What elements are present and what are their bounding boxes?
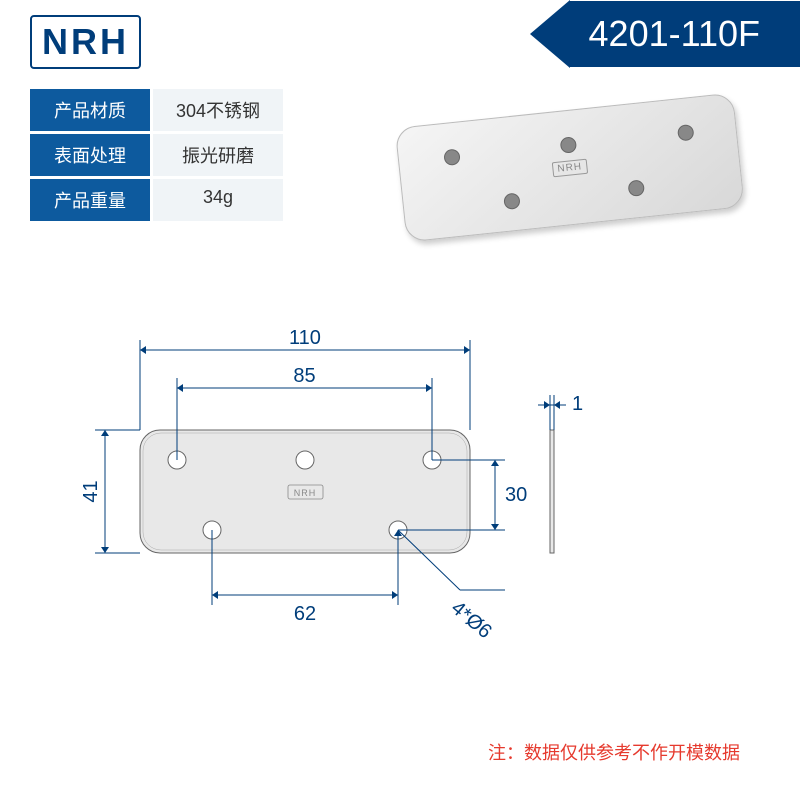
model-number-banner: 4201-110F <box>530 0 800 68</box>
logo-text: NRH <box>42 21 129 62</box>
spec-label: 产品重量 <box>30 179 150 221</box>
spec-value: 304不锈钢 <box>153 89 283 131</box>
svg-text:1: 1 <box>572 393 583 415</box>
svg-text:85: 85 <box>293 365 315 387</box>
svg-text:NRH: NRH <box>294 488 317 498</box>
svg-text:30: 30 <box>505 484 527 506</box>
spec-label: 表面处理 <box>30 134 150 176</box>
spec-row: 表面处理 振光研磨 <box>30 134 290 176</box>
spec-value: 34g <box>153 179 283 221</box>
svg-text:110: 110 <box>289 327 321 349</box>
spec-label: 产品材质 <box>30 89 150 131</box>
model-number: 4201-110F <box>569 1 800 67</box>
technical-diagram: NRH 110 85 62 41 30 1 4*Ø6 <box>30 310 770 690</box>
product-render: NRH <box>400 110 740 230</box>
spec-row: 产品材质 304不锈钢 <box>30 89 290 131</box>
disclaimer: 注：数据仅供参考不作开模数据 <box>488 739 740 765</box>
disclaimer-prefix: 注： <box>488 743 524 763</box>
svg-text:41: 41 <box>80 480 102 502</box>
svg-text:4*Ø6: 4*Ø6 <box>447 597 496 643</box>
brand-logo: NRH <box>30 15 141 69</box>
svg-text:62: 62 <box>294 603 316 625</box>
spec-row: 产品重量 34g <box>30 179 290 221</box>
spec-value: 振光研磨 <box>153 134 283 176</box>
plate-logo: NRH <box>552 158 588 177</box>
disclaimer-text: 数据仅供参考不作开模数据 <box>524 743 740 763</box>
spec-table: 产品材质 304不锈钢 表面处理 振光研磨 产品重量 34g <box>30 89 290 221</box>
